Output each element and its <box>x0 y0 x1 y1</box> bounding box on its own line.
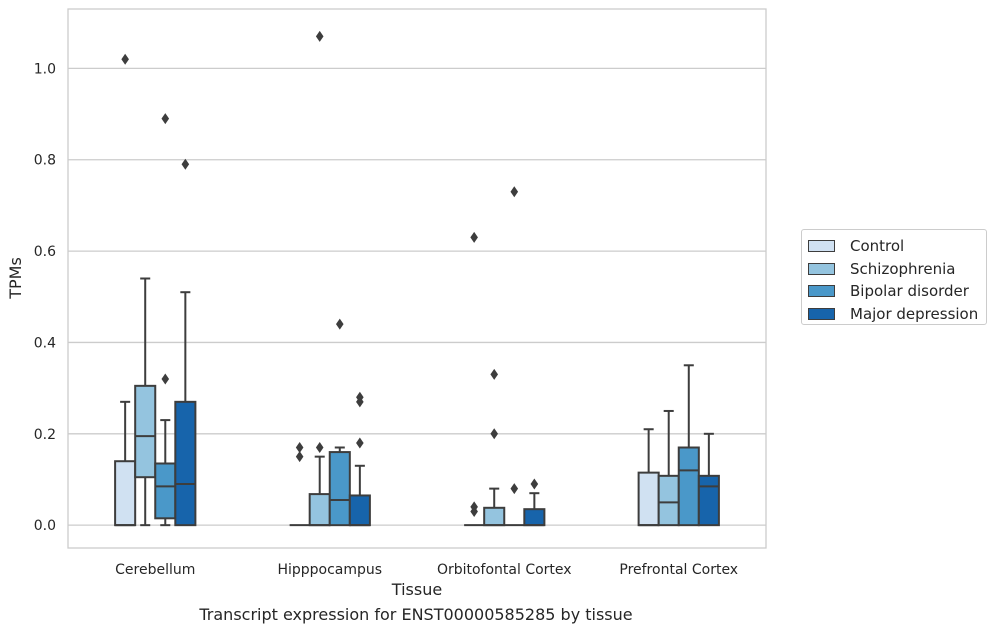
y-tick-label: 0.0 <box>34 518 56 534</box>
x-axis-label: Tissue <box>391 580 442 599</box>
box-major-depression <box>697 432 720 527</box>
x-tick-labels: Cerebellum Hipppocampus Orbitofontal Corte… <box>115 562 738 578</box>
box-control <box>114 53 137 527</box>
outlier-point <box>530 478 539 490</box>
legend-swatch <box>808 262 835 275</box>
x-tick-label: Prefrontal Cortex <box>619 562 738 578</box>
y-tick-label: 1.0 <box>34 61 56 77</box>
outlier-point <box>295 451 304 463</box>
box-schizophrenia <box>134 277 157 527</box>
outlier-point <box>295 442 304 454</box>
box-body <box>154 462 177 520</box>
x-tick-label: Orbitofontal Cortex <box>437 562 572 578</box>
legend-item: Control <box>808 235 986 258</box>
box-major-depression <box>174 158 197 527</box>
outlier-point <box>490 428 499 440</box>
box-body <box>348 494 371 527</box>
legend-label: Bipolar disorder <box>850 282 969 301</box>
box-body <box>308 493 331 527</box>
outlier-point <box>490 368 499 380</box>
outlier-point <box>510 483 519 495</box>
legend-label: Major depression <box>850 304 979 323</box>
y-tick-labels: 0.0 0.2 0.4 0.6 0.8 1.0 <box>34 61 56 534</box>
legend-swatch <box>808 285 835 298</box>
chart-caption: Transcript expression for ENST0000058528… <box>199 605 633 624</box>
box-schizophrenia <box>483 368 506 527</box>
box-major-depression <box>523 478 546 527</box>
outlier-point <box>315 442 324 454</box>
outlier-point <box>470 231 478 243</box>
outlier-point <box>121 53 129 65</box>
box-bipolar-disorder <box>154 113 177 527</box>
outlier-point <box>161 113 170 125</box>
box-body <box>657 474 680 527</box>
outlier-point <box>335 318 344 330</box>
box-body <box>677 446 700 527</box>
outlier-point <box>510 186 519 198</box>
x-tick-label: Hipppocampus <box>277 562 382 578</box>
outlier-point <box>470 501 478 513</box>
outlier-point <box>161 373 170 385</box>
legend-swatch <box>808 307 835 320</box>
box-body <box>114 460 137 527</box>
y-axis-label: TPMs <box>6 257 25 300</box>
box-body <box>637 471 660 527</box>
outlier-point <box>181 158 190 170</box>
box-bipolar-disorder <box>504 186 525 527</box>
legend: Control Schizophrenia Bipolar disorder Majo… <box>801 229 987 325</box>
box-body <box>134 384 157 479</box>
y-tick-label: 0.6 <box>34 244 56 260</box>
legend-swatch <box>808 240 835 253</box>
legend-label: Schizophrenia <box>850 259 956 278</box>
box-control <box>289 442 310 527</box>
outlier-point <box>356 391 364 403</box>
y-tick-label: 0.4 <box>34 335 56 351</box>
outlier-point <box>315 30 324 42</box>
box-bipolar-disorder <box>328 318 351 527</box>
outlier-point <box>356 437 364 449</box>
box-body <box>328 451 351 527</box>
y-tick-label: 0.2 <box>34 427 56 443</box>
box-body <box>523 508 546 527</box>
legend-item: Schizophrenia <box>808 258 986 281</box>
legend-item: Major depression <box>808 303 986 326</box>
legend-item: Bipolar disorder <box>808 280 986 303</box>
box-groups <box>114 30 720 527</box>
box-control <box>464 231 485 527</box>
x-tick-label: Cerebellum <box>115 562 195 578</box>
box-body <box>483 506 506 527</box>
box-major-depression <box>348 391 371 527</box>
legend-label: Control <box>850 237 905 256</box>
box-body <box>174 400 197 527</box>
y-tick-label: 0.8 <box>34 153 56 169</box>
box-body <box>697 474 720 527</box>
